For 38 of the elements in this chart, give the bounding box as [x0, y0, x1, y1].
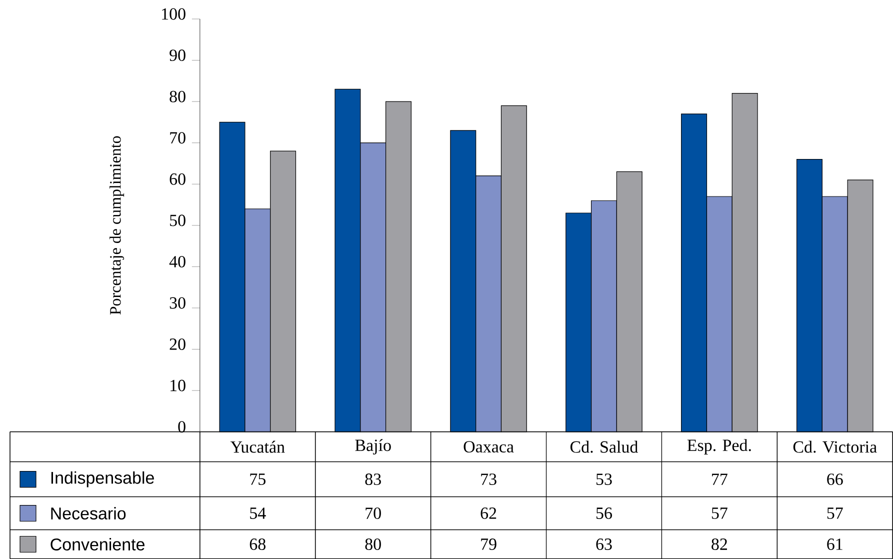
- data-label: 68: [250, 538, 266, 550]
- x-tick-label: Bajío: [355, 439, 391, 454]
- data-label: 70: [366, 507, 381, 519]
- data-label: 73: [481, 474, 496, 485]
- data-label: 63: [596, 538, 612, 550]
- data-label: 80: [365, 538, 381, 550]
- x-tick-label: Yucatán: [230, 440, 285, 453]
- y-axis-title: Porcentaje de cumplimiento: [110, 136, 124, 315]
- data-label: 57: [712, 508, 728, 519]
- legend-label: Necesario: [51, 506, 126, 520]
- y-tick-label: 90: [170, 49, 186, 61]
- y-tick-label: 100: [162, 8, 186, 20]
- x-tick-label: Esp. Ped.: [687, 439, 751, 454]
- y-tick-label: 20: [170, 338, 186, 350]
- data-label: 66: [827, 474, 843, 485]
- y-tick-label: 50: [170, 214, 186, 226]
- y-tick-label: 40: [169, 256, 186, 268]
- y-tick-label: 30: [170, 297, 186, 309]
- legend-label: Indispensable: [51, 471, 154, 488]
- y-tick-label: 80: [170, 90, 186, 102]
- data-label: 75: [250, 474, 266, 485]
- x-tick-label: Cd. Salud: [570, 440, 638, 453]
- data-label: 77: [712, 474, 728, 485]
- y-tick-label: 60: [170, 173, 186, 185]
- data-label: 56: [596, 507, 612, 519]
- y-tick-label: 10: [170, 380, 186, 392]
- data-label: 53: [596, 474, 612, 485]
- x-tick-label: Cd. Victoria: [793, 440, 877, 453]
- x-tick-label: Oaxaca: [464, 441, 514, 452]
- data-label: 83: [365, 473, 381, 485]
- legend-label: Conveniente: [50, 538, 144, 550]
- data-label: 57: [827, 508, 843, 519]
- data-label: 54: [250, 508, 266, 519]
- data-label: 79: [481, 538, 496, 550]
- data-label: 82: [712, 538, 727, 550]
- data-label: 62: [480, 507, 496, 519]
- y-tick-label: 70: [170, 132, 186, 144]
- data-label: 61: [827, 538, 842, 550]
